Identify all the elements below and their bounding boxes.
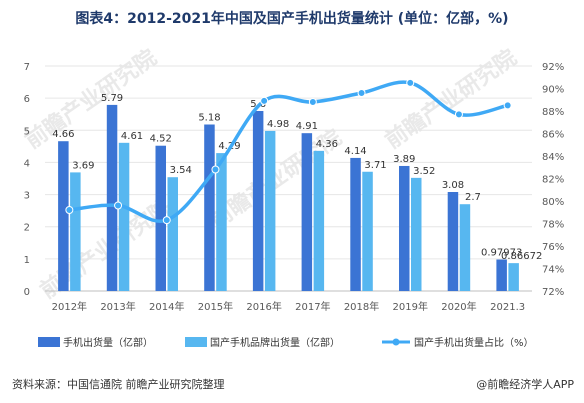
- share-point: [162, 216, 171, 225]
- share-point: [65, 206, 74, 214]
- bar-shipments-label: 4.91: [296, 121, 318, 132]
- share-point: [260, 96, 269, 105]
- bar-domestic: [313, 150, 325, 291]
- bar-domestic: [508, 263, 519, 291]
- y-right-tick-label: 78%: [542, 220, 564, 231]
- bar-domestic: [264, 130, 276, 291]
- y-right-tick-label: 88%: [542, 107, 564, 118]
- bar-shipments: [106, 104, 118, 292]
- legend-marker-share: [392, 338, 400, 346]
- x-tick-label: 2014年: [149, 300, 184, 313]
- x-tick-label: 2012年: [52, 300, 87, 313]
- bar-domestic-label: 0.86672: [501, 251, 542, 262]
- bar-domestic-label: 3.71: [364, 160, 386, 171]
- legend-label-shipments: 手机出货量（亿部）: [63, 336, 153, 349]
- y-right-tick-label: 72%: [542, 287, 564, 298]
- brand-note: @前瞻经济学人APP: [476, 378, 574, 391]
- x-tick-label: 2013年: [100, 300, 135, 313]
- bar-domestic-label: 3.69: [72, 160, 94, 171]
- y-left-tick-label: 0: [24, 287, 30, 298]
- share-point: [406, 78, 415, 87]
- y-left-tick-label: 3: [24, 191, 30, 202]
- share-point: [357, 89, 366, 97]
- y-right-tick-label: 86%: [542, 130, 564, 141]
- y-right-tick-label: 90%: [542, 85, 564, 96]
- bar-shipments-label: 3.08: [442, 180, 464, 191]
- bar-domestic: [167, 177, 178, 291]
- x-tick-label: 2016年: [246, 300, 281, 313]
- y-right-tick-label: 84%: [542, 152, 564, 163]
- bar-shipments-label: 5.18: [198, 113, 220, 124]
- legend-swatch-shipments: [38, 337, 60, 347]
- share-point: [114, 201, 123, 210]
- bar-domestic-label: 2.7: [465, 192, 481, 203]
- y-left-tick-label: 1: [24, 255, 30, 266]
- watermark-3: 前瞻产业研究院: [35, 194, 176, 304]
- x-tick-label: 2019年: [393, 300, 428, 313]
- x-tick-label: 2015年: [198, 300, 233, 313]
- bar-shipments: [496, 259, 507, 291]
- x-tick-label: 2021.3: [490, 302, 525, 313]
- bar-domestic-label: 3.54: [170, 165, 192, 176]
- share-point: [308, 98, 317, 106]
- y-right-tick-label: 76%: [542, 242, 564, 253]
- bar-domestic-label: 4.98: [267, 119, 289, 130]
- bar-domestic: [362, 171, 373, 291]
- share-line: [67, 80, 510, 224]
- bar-domestic: [216, 153, 227, 291]
- x-tick-label: 2018年: [344, 300, 379, 313]
- share-point: [454, 110, 463, 119]
- bar-domestic: [459, 204, 471, 291]
- bar-shipments-label: 5.79: [101, 93, 123, 104]
- share-point: [503, 101, 512, 110]
- y-left-tick-label: 4: [24, 158, 30, 169]
- bar-shipments: [252, 111, 264, 291]
- bar-shipments-label: 4.66: [52, 129, 74, 140]
- share-point: [211, 165, 220, 174]
- y-left-tick-label: 6: [24, 94, 30, 105]
- y-left-tick-label: 2: [24, 223, 30, 234]
- bar-domestic-label: 4.61: [121, 131, 143, 142]
- source-note: 资料来源：中国信通院 前瞻产业研究院整理: [12, 378, 225, 391]
- bar-shipments: [155, 145, 166, 291]
- legend-swatch-domestic: [185, 337, 207, 347]
- bar-shipments: [350, 157, 361, 291]
- bar-shipments-label: 3.89: [393, 154, 415, 165]
- legend-label-share: 国产手机出货量占比（%）: [414, 336, 534, 349]
- bar-shipments-label: 4.14: [344, 146, 366, 157]
- bar-shipments: [301, 133, 313, 291]
- bar-shipments: [399, 165, 410, 291]
- bar-shipments-label: 0.97973: [481, 248, 522, 259]
- bar-domestic: [118, 142, 130, 291]
- bar-domestic-label: 3.52: [413, 166, 435, 177]
- bar-shipments: [58, 141, 69, 291]
- y-left-tick-label: 7: [24, 62, 30, 73]
- bar-domestic: [411, 177, 422, 291]
- y-right-tick-label: 74%: [542, 265, 564, 276]
- bar-shipments-label: 4.52: [150, 134, 172, 145]
- x-tick-label: 2020年: [441, 300, 476, 313]
- y-right-tick-label: 80%: [542, 197, 564, 208]
- x-tick-label: 2017年: [295, 300, 330, 313]
- bar-shipments: [204, 124, 215, 291]
- legend-label-domestic: 国产手机品牌出货量（亿部）: [210, 336, 340, 349]
- bar-shipments: [447, 192, 459, 291]
- y-right-tick-label: 92%: [542, 62, 564, 73]
- chart-title: 图表4：2012-2021年中国及国产手机出货量统计 (单位：亿部，%): [75, 11, 509, 27]
- y-left-tick-label: 5: [24, 126, 30, 137]
- bar-domestic-label: 4.36: [316, 139, 338, 150]
- bar-domestic: [70, 172, 81, 291]
- y-right-tick-label: 82%: [542, 175, 564, 186]
- watermark-2: 前瞻产业研究院: [380, 44, 521, 154]
